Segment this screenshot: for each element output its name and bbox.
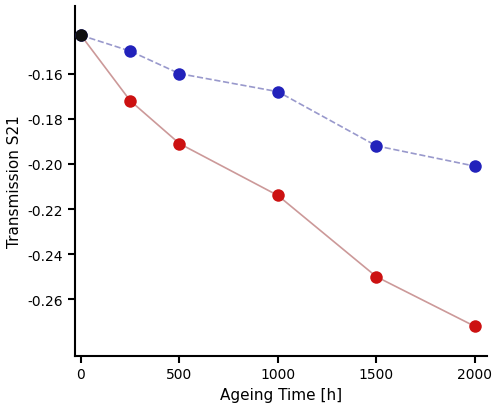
- Y-axis label: Transmission S21: Transmission S21: [7, 115, 22, 247]
- X-axis label: Ageing Time [h]: Ageing Time [h]: [220, 387, 342, 402]
